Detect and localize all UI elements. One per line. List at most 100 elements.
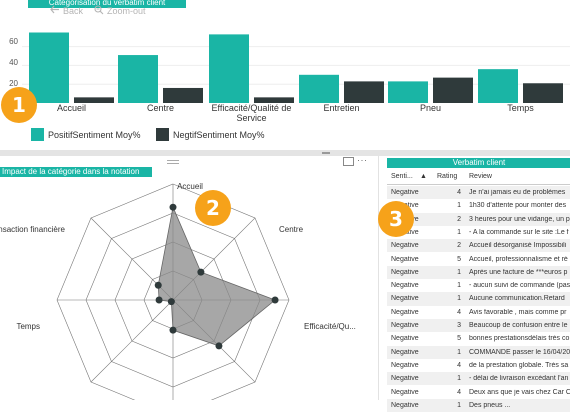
table-row[interactable]: Negative 1 Des pneus ... (387, 398, 570, 412)
x-tick-label-line: Efficacité/Qualité de (211, 103, 292, 113)
x-tick-label: Entretien (279, 103, 404, 113)
table-cell-sentiment: Negative (391, 335, 419, 343)
table-cell-rating: 4 (457, 388, 461, 396)
radar-axis-label: Centre (279, 225, 304, 234)
table-row[interactable]: Negative 1 Aucune communication.Retard (387, 292, 570, 306)
back-button[interactable]: Back (50, 5, 83, 16)
zoom-out-button[interactable]: Zoom-out (94, 5, 146, 17)
table-cell-sentiment: Negative (391, 308, 419, 316)
positive-bar[interactable] (299, 74, 339, 103)
table-cell-rating: 4 (457, 361, 461, 369)
table-row[interactable]: Negative 1 - aucun suivi de commande (pas (387, 279, 570, 292)
radar-point[interactable] (215, 342, 223, 350)
table-row[interactable]: Negative 5 Accueil, professionnalisme et r… (387, 253, 570, 266)
radar-chart (56, 183, 290, 400)
y-tick-label: 60 (9, 37, 18, 46)
table-title: Verbatim client (387, 158, 570, 168)
table-cell-sentiment: Negative (391, 242, 419, 250)
x-tick-label-line: Centre (146, 103, 174, 113)
more-options-icon[interactable]: ··· (357, 155, 368, 165)
drag-grip-icon[interactable] (167, 160, 179, 164)
sort-ascending-icon[interactable]: ▲ (420, 173, 427, 180)
column-header-sentiment[interactable]: Senti... (391, 173, 413, 180)
radar-point[interactable] (169, 203, 177, 211)
resize-handle[interactable] (322, 152, 330, 154)
positive-bar[interactable] (29, 32, 69, 104)
table-cell-sentiment: Negative (391, 295, 419, 303)
table-row[interactable]: Negative 1 COMMANDE passer le 16/04/20 (387, 345, 570, 359)
negative-bar[interactable] (163, 87, 203, 103)
negative-bar[interactable] (433, 77, 473, 103)
radar-point[interactable] (197, 268, 205, 276)
x-tick-label: Pneu (368, 103, 493, 113)
table-cell-rating: 1 (457, 295, 461, 303)
table-cell-review: Je n'ai jamais eu de problèmes (469, 189, 566, 196)
bar-chart-title: Catégorisation du verbatim client (28, 0, 186, 8)
column-header-rating[interactable]: Rating (437, 173, 458, 180)
table-row[interactable]: Negative 2 Accueil désorganisé Impossibili (387, 239, 570, 253)
table-cell-review: bonnes prestationsdélais très co (469, 335, 570, 343)
step-badge-3: 3 (378, 201, 414, 237)
table-row[interactable]: Negative 1 Après une facture de ***euros p (387, 265, 570, 280)
negative-bar[interactable] (74, 97, 114, 103)
table-row[interactable]: Negative 4 Deux ans que je vais chez Car C (387, 386, 570, 399)
radar-point[interactable] (155, 296, 163, 304)
radar-point[interactable] (154, 281, 162, 289)
table-cell-rating: 1 (457, 401, 461, 409)
table-cell-sentiment: Negative (391, 401, 419, 409)
table-cell-rating: 5 (457, 335, 461, 343)
table-cell-sentiment: Negative (391, 388, 419, 396)
negative-bar[interactable] (254, 97, 294, 103)
radar-point[interactable] (169, 326, 177, 334)
table-cell-review: COMMANDE passer le 16/04/20 (469, 348, 570, 356)
radar-axis-line (90, 299, 174, 383)
table-row[interactable]: Negative 4 de la prestation globale. Très … (387, 359, 570, 372)
radar-chart-panel: Impact de la catégorie dans la notation … (0, 155, 374, 400)
table-cell-sentiment: Negative (391, 255, 419, 263)
bar-chart-panel: Catégorisation du verbatim client Back Z… (0, 0, 570, 150)
table-cell-sentiment: Negative (391, 375, 419, 383)
table-cell-sentiment: Negative (391, 348, 419, 356)
table-row[interactable]: Negative 4 Je n'ai jamais eu de problèmes (387, 186, 570, 200)
table-cell-rating: 2 (457, 215, 461, 223)
table-row[interactable]: Negative11h30 d'attente pour monter des (387, 199, 570, 212)
table-cell-rating: 1 (457, 348, 461, 356)
table-cell-rating: 2 (457, 242, 461, 250)
radar-point[interactable] (271, 296, 279, 304)
table-row[interactable]: Negative 5 bonnes prestationsdélais très c… (387, 332, 570, 345)
x-tick-label-line: Pneu (419, 103, 442, 113)
radar-point[interactable] (167, 298, 175, 306)
radar-axis-label: Transaction financière (0, 225, 65, 234)
bar-chart (22, 32, 570, 104)
focus-mode-icon[interactable] (343, 157, 354, 166)
table-row[interactable]: Negative 4 Avis favorable , mais comme pr (387, 306, 570, 319)
positive-bar[interactable] (118, 55, 158, 103)
table-cell-rating: 1 (457, 268, 461, 276)
legend-label-negative: NegtifSentiment Moy% (173, 130, 265, 140)
step-badge-1: 1 (1, 87, 37, 123)
table-cell-rating: 3 (457, 322, 461, 329)
radar-axis-label: Accueil (177, 182, 203, 191)
radar-series-area (157, 205, 276, 347)
table-row[interactable]: Negative23 heures pour une vidange, un p (387, 212, 570, 226)
table-cell-review: Des pneus ... (469, 401, 511, 409)
positive-bar[interactable] (478, 69, 518, 103)
positive-bar[interactable] (388, 81, 428, 103)
positive-bar[interactable] (209, 34, 249, 103)
table-cell-review: - délai de livraison excédant l'an (469, 375, 569, 383)
table-row[interactable]: Negative 3 Beaucoup de confusion entre le (387, 319, 570, 333)
table-cell-sentiment: Negative (391, 322, 419, 329)
negative-bar[interactable] (344, 81, 384, 103)
negative-bar[interactable] (523, 83, 563, 103)
table-cell-review: - aucun suivi de commande (pas (469, 282, 570, 290)
table-cell-rating: 1 (457, 375, 461, 383)
table-cell-review: 1h30 d'attente pour monter des (469, 202, 567, 210)
x-tick-label-line: Service (236, 113, 267, 123)
step-badge-2: 2 (195, 190, 231, 226)
table-row[interactable]: Negative 1 - délai de livraison excédant l… (387, 372, 570, 386)
table-cell-review: Beaucoup de confusion entre le (469, 322, 568, 329)
table-cell-review: Accueil, professionnalisme et ré (469, 255, 568, 263)
verbatim-table-panel: Verbatim client Senti... ▲ Rating Review… (378, 156, 570, 412)
column-header-review[interactable]: Review (469, 173, 492, 180)
